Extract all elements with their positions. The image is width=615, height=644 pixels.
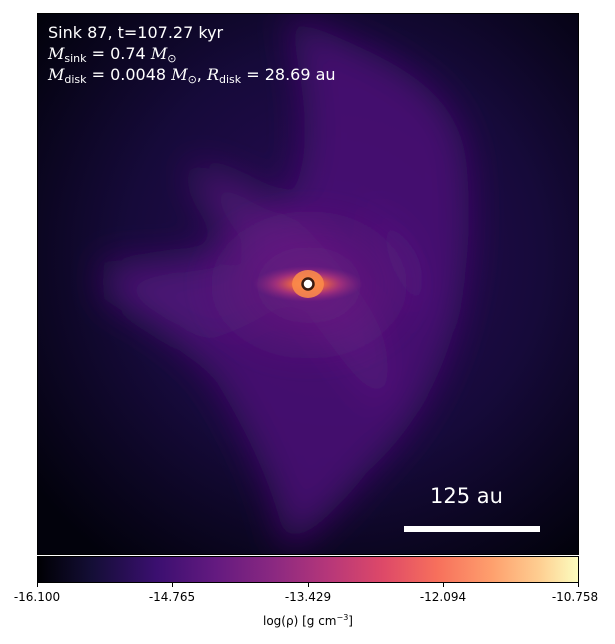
colorbar-tick bbox=[37, 583, 38, 587]
disk-mass-unit: M bbox=[171, 65, 188, 84]
disk-radius-separator: , bbox=[196, 65, 207, 84]
colorbar-label-main: log(ρ) [g cm bbox=[263, 614, 337, 628]
colorbar bbox=[37, 556, 579, 583]
colorbar-tick-label: -14.765 bbox=[148, 590, 196, 604]
disk-mass-value: = 0.0048 bbox=[86, 65, 172, 84]
sink-mass-unit-sub: ⊙ bbox=[167, 52, 177, 65]
disk-radius-symbol: R bbox=[206, 65, 220, 84]
density-map-panel: Sink 87, t=107.27 kyr Msink = 0.74 M⊙ Md… bbox=[37, 13, 579, 555]
colorbar-tick-label: -12.094 bbox=[419, 590, 467, 604]
disk-radius-value: = 28.69 au bbox=[241, 65, 336, 84]
colorbar-tick-label: -16.100 bbox=[13, 590, 61, 604]
disk-mass-sub: disk bbox=[64, 73, 87, 86]
colorbar-label-sup: −3 bbox=[336, 613, 349, 622]
disk-mass-symbol: M bbox=[48, 65, 65, 84]
colorbar-tick bbox=[578, 583, 579, 587]
colorbar-tick bbox=[308, 583, 309, 587]
disk-info-line: Mdisk = 0.0048 M⊙, Rdisk = 28.69 au bbox=[48, 64, 336, 90]
density-map-image bbox=[38, 14, 578, 554]
colorbar-tick-label: -13.429 bbox=[284, 590, 332, 604]
disk-mass-unit-sub: ⊙ bbox=[187, 73, 197, 86]
sink-info-line: Sink 87, t=107.27 kyr bbox=[48, 22, 223, 43]
colorbar-tick bbox=[443, 583, 444, 587]
colorbar-tick bbox=[172, 583, 173, 587]
sink-mass-value: = 0.74 bbox=[86, 44, 151, 63]
sink-mass-line: Msink = 0.74 M⊙ bbox=[48, 43, 176, 69]
sink-marker bbox=[301, 277, 315, 291]
sink-info-text: Sink 87, t=107.27 kyr bbox=[48, 23, 224, 42]
colorbar-tick-label: -10.758 bbox=[551, 590, 599, 604]
colorbar-label: log(ρ) [g cm−3] bbox=[263, 613, 353, 628]
disk-radius-sub: disk bbox=[219, 73, 242, 86]
scale-bar-label: 125 au bbox=[430, 484, 503, 508]
sink-mass-unit: M bbox=[150, 44, 168, 63]
scale-bar bbox=[404, 526, 540, 532]
colorbar-label-end: ] bbox=[348, 614, 353, 628]
sink-mass-symbol: M bbox=[48, 44, 65, 63]
sink-mass-sub: sink bbox=[64, 52, 87, 65]
